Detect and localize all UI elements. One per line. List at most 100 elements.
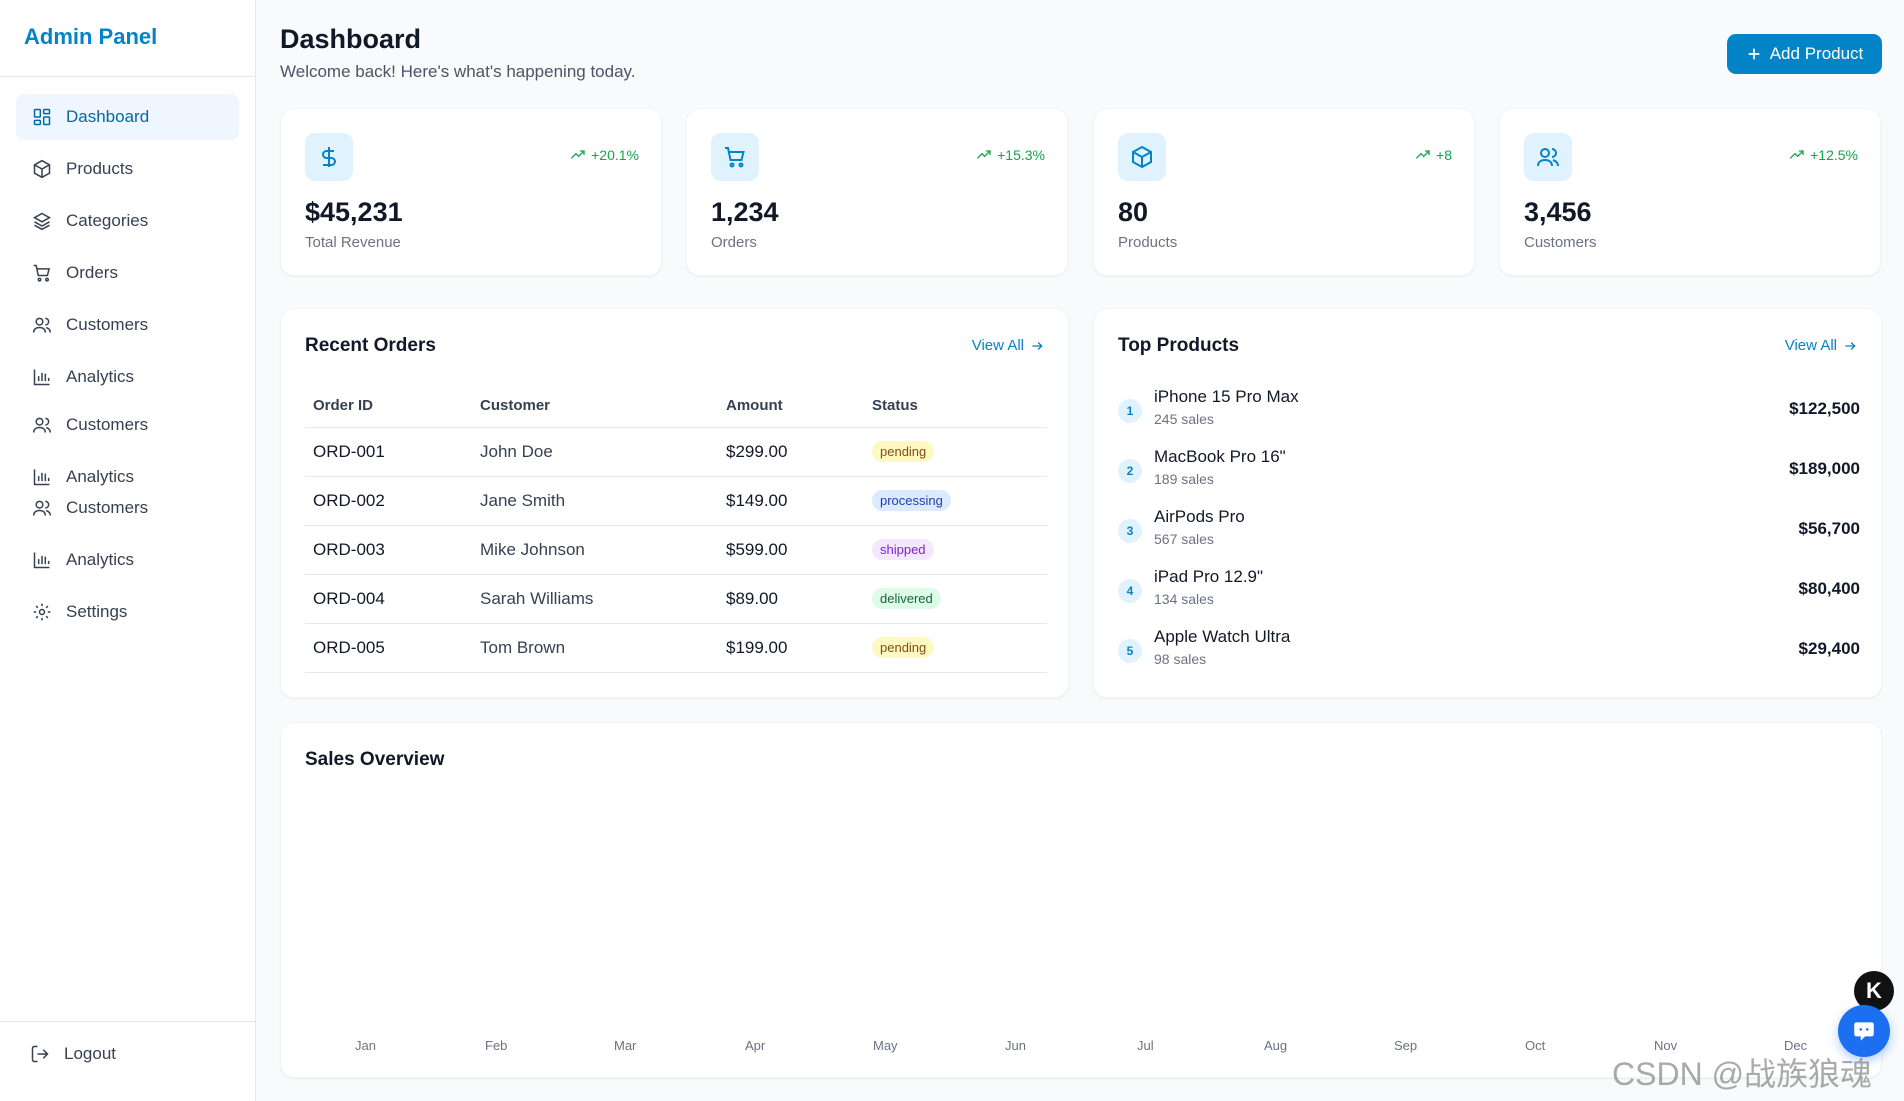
- order-amount: $299.00: [718, 427, 864, 477]
- order-id: ORD-005: [305, 623, 472, 673]
- month-label: May: [873, 1038, 898, 1053]
- nav-label: Products: [66, 159, 134, 178]
- dashboard-icon: [33, 108, 51, 126]
- rank-badge: 3: [1118, 519, 1142, 543]
- recent-orders-title: Recent Orders: [305, 335, 436, 356]
- nav-label: Customers: [66, 415, 149, 434]
- nav-item-analytics-2[interactable]: Analytics: [16, 454, 239, 500]
- cart-icon: [711, 133, 759, 181]
- order-id: ORD-003: [305, 525, 472, 575]
- order-customer: John Doe: [472, 427, 718, 477]
- nav-item-categories[interactable]: Categories: [16, 198, 239, 244]
- nav-item-analytics-3[interactable]: Analytics: [16, 537, 239, 583]
- sales-overview-title: Sales Overview: [305, 749, 445, 770]
- chat-widget-button[interactable]: [1838, 1005, 1890, 1057]
- table-row[interactable]: ORD-001 John Doe $299.00 pending: [305, 427, 1047, 477]
- list-item[interactable]: 4 iPad Pro 12.9" 134 sales $80,400: [1118, 567, 1860, 613]
- product-revenue: $56,700: [1798, 519, 1860, 538]
- list-item[interactable]: 1 iPhone 15 Pro Max 245 sales $122,500: [1118, 387, 1860, 433]
- users-icon: [32, 500, 52, 516]
- product-revenue: $122,500: [1789, 399, 1860, 418]
- table-row[interactable]: ORD-003 Mike Johnson $599.00 shipped: [305, 525, 1047, 575]
- table-row[interactable]: ORD-004 Sarah Williams $89.00 delivered: [305, 574, 1047, 624]
- month-label: Sep: [1394, 1038, 1418, 1053]
- nav-item-orders[interactable]: Orders: [16, 250, 239, 296]
- list-item[interactable]: 5 Apple Watch Ultra 98 sales $29,400: [1118, 627, 1860, 673]
- box-icon: [33, 159, 51, 179]
- stat-label: Customers: [1524, 234, 1597, 251]
- table-header-row: Order ID Customer Amount Status: [305, 385, 1047, 428]
- status-badge: delivered: [872, 588, 941, 609]
- layers-icon: [32, 212, 52, 231]
- logout-icon: [31, 1045, 49, 1063]
- nav-label: Categories: [66, 211, 149, 230]
- recent-orders-view-all[interactable]: View All: [972, 337, 1044, 354]
- stat-change: +8: [1415, 147, 1452, 163]
- users-icon: [32, 317, 52, 333]
- status-badge: shipped: [872, 539, 934, 560]
- stat-card-revenue: +20.1% $45,231 Total Revenue: [280, 108, 662, 276]
- product-name: Apple Watch Ultra: [1154, 627, 1291, 646]
- status-badge: processing: [872, 490, 951, 511]
- rank-badge: 4: [1118, 579, 1142, 603]
- top-products-panel: Top Products View All 1 iPhone 15 Pro Ma…: [1093, 308, 1882, 698]
- nav-item-analytics[interactable]: Analytics: [16, 354, 239, 400]
- nav-label: Customers: [66, 498, 149, 517]
- col-order-id: Order ID: [305, 385, 472, 428]
- product-sales: 567 sales: [1154, 531, 1214, 547]
- nav-label: Analytics: [66, 467, 135, 486]
- order-customer: Jane Smith: [472, 476, 718, 526]
- month-label: Jun: [1005, 1038, 1026, 1053]
- product-sales: 134 sales: [1154, 591, 1214, 607]
- product-name: MacBook Pro 16": [1154, 447, 1286, 466]
- rank-badge: 5: [1118, 639, 1142, 663]
- nav-item-customers-3[interactable]: Customers: [16, 485, 239, 531]
- status-badge: pending: [872, 441, 935, 462]
- recent-orders-panel: Recent Orders View All Order ID Customer…: [280, 308, 1069, 698]
- stat-card-products: +8 80 Products: [1093, 108, 1475, 276]
- nav-label: Analytics: [66, 550, 135, 569]
- add-product-label: Add Product: [1769, 44, 1864, 63]
- nav-item-dashboard[interactable]: Dashboard: [16, 94, 239, 140]
- nav-item-settings[interactable]: Settings: [16, 589, 239, 635]
- stat-label: Products: [1118, 234, 1178, 251]
- watermark: CSDN @战族狼魂: [1612, 1056, 1873, 1092]
- page-title: Dashboard: [280, 24, 422, 54]
- nav-item-customers-2[interactable]: Customers: [16, 402, 239, 448]
- nav-item-products[interactable]: Products: [16, 146, 239, 192]
- table-row[interactable]: ORD-005 Tom Brown $199.00 pending: [305, 623, 1047, 673]
- col-customer: Customer: [472, 385, 718, 428]
- list-item[interactable]: 2 MacBook Pro 16" 189 sales $189,000: [1118, 447, 1860, 493]
- k-widget-button[interactable]: K: [1854, 971, 1894, 1011]
- stat-card-customers: +12.5% 3,456 Customers: [1499, 108, 1881, 276]
- order-customer: Tom Brown: [472, 623, 718, 673]
- rank-badge: 1: [1118, 399, 1142, 423]
- nav-label: Dashboard: [66, 107, 150, 126]
- stat-change: +20.1%: [570, 147, 639, 163]
- order-id: ORD-001: [305, 427, 472, 477]
- gear-icon: [33, 603, 51, 621]
- top-products-view-all[interactable]: View All: [1785, 337, 1857, 354]
- product-sales: 245 sales: [1154, 411, 1214, 427]
- month-label: Aug: [1264, 1038, 1288, 1053]
- add-product-button[interactable]: Add Product: [1727, 34, 1882, 74]
- list-item[interactable]: 3 AirPods Pro 567 sales $56,700: [1118, 507, 1860, 553]
- month-label: Mar: [614, 1038, 637, 1053]
- order-id: ORD-002: [305, 476, 472, 526]
- sales-overview-panel: Sales Overview: [280, 722, 1882, 1078]
- trending-up-icon: [570, 150, 585, 159]
- stat-value: $45,231: [305, 197, 403, 227]
- nav-item-customers[interactable]: Customers: [16, 302, 239, 348]
- status-badge: pending: [872, 637, 935, 658]
- month-label: Dec: [1784, 1038, 1808, 1053]
- product-revenue: $189,000: [1789, 459, 1860, 478]
- logout-button[interactable]: Logout: [30, 1044, 116, 1064]
- stat-value: 1,234: [711, 197, 779, 227]
- page-subtitle: Welcome back! Here's what's happening to…: [280, 62, 636, 81]
- month-label: Jan: [355, 1038, 376, 1053]
- bar-chart-icon: [33, 469, 50, 486]
- bar-chart-icon: [33, 552, 50, 569]
- users-icon: [1524, 133, 1572, 181]
- bar-chart-icon: [33, 369, 50, 386]
- table-row[interactable]: ORD-002 Jane Smith $149.00 processing: [305, 476, 1047, 526]
